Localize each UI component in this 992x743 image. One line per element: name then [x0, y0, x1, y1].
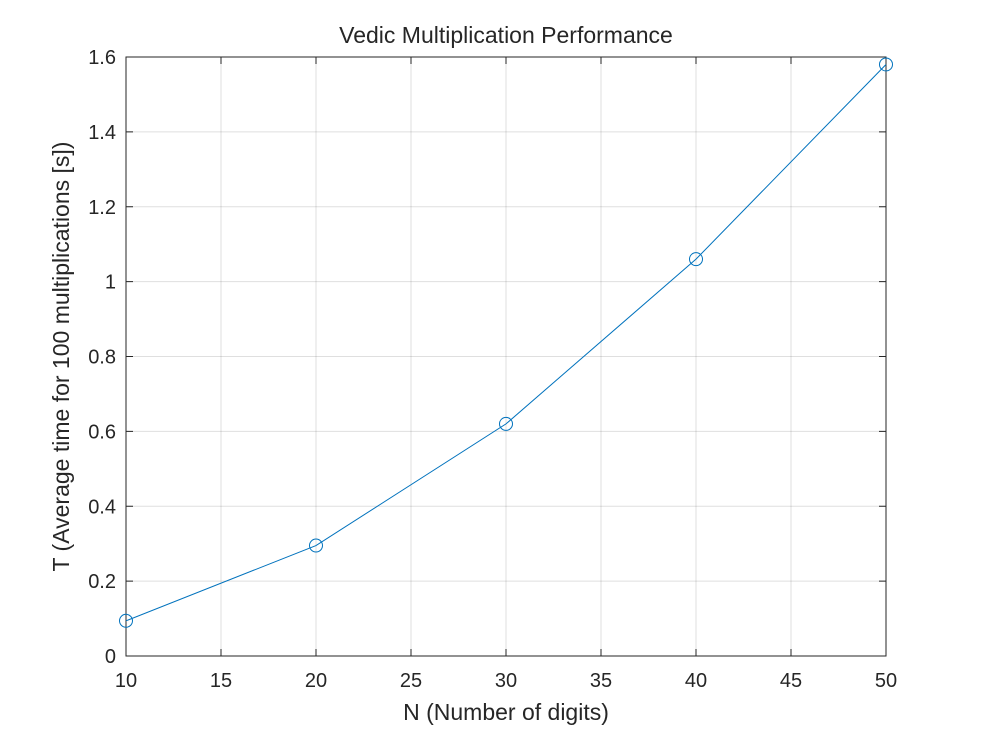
x-tick-label: 30 — [495, 670, 517, 692]
plot-area — [126, 57, 886, 656]
x-tick-label: 25 — [400, 670, 422, 692]
y-tick-label: 1.2 — [88, 197, 116, 219]
y-tick-label: 1.6 — [88, 47, 116, 69]
y-tick-label: 0.8 — [88, 347, 116, 369]
chart-title: Vedic Multiplication Performance — [339, 22, 673, 48]
y-tick-label: 1.4 — [88, 122, 116, 144]
y-tick-labels: 0 0.2 0.4 0.6 0.8 1 1.2 1.4 1.6 — [88, 47, 116, 668]
x-tick-label: 45 — [780, 670, 802, 692]
y-tick-label: 0.4 — [88, 496, 116, 518]
series-line — [125, 64, 887, 622]
y-tick-label: 0 — [105, 646, 116, 668]
data-point-marker — [689, 252, 703, 267]
x-tick-label: 40 — [685, 670, 707, 692]
y-tick-label: 0.2 — [88, 571, 116, 593]
y-tick-label: 1 — [105, 272, 116, 294]
x-tick-label: 20 — [305, 670, 327, 692]
plot-border — [125, 56, 887, 657]
x-axis-label: N (Number of digits) — [403, 699, 609, 725]
x-tick-label: 50 — [875, 670, 897, 692]
data-point-marker — [879, 57, 893, 72]
x-tick-labels: 10 15 20 25 30 35 40 45 50 — [115, 670, 897, 692]
data-point-marker — [499, 416, 513, 431]
x-tick-label: 10 — [115, 670, 137, 692]
grid-lines — [126, 57, 886, 656]
x-tick-label: 15 — [210, 670, 232, 692]
data-series — [119, 57, 893, 628]
x-tick-label: 35 — [590, 670, 612, 692]
y-axis-label: T (Average time for 100 multiplications … — [48, 142, 74, 572]
data-point-marker — [119, 613, 133, 628]
data-point-marker — [309, 538, 323, 553]
y-tick-label: 0.6 — [88, 421, 116, 443]
